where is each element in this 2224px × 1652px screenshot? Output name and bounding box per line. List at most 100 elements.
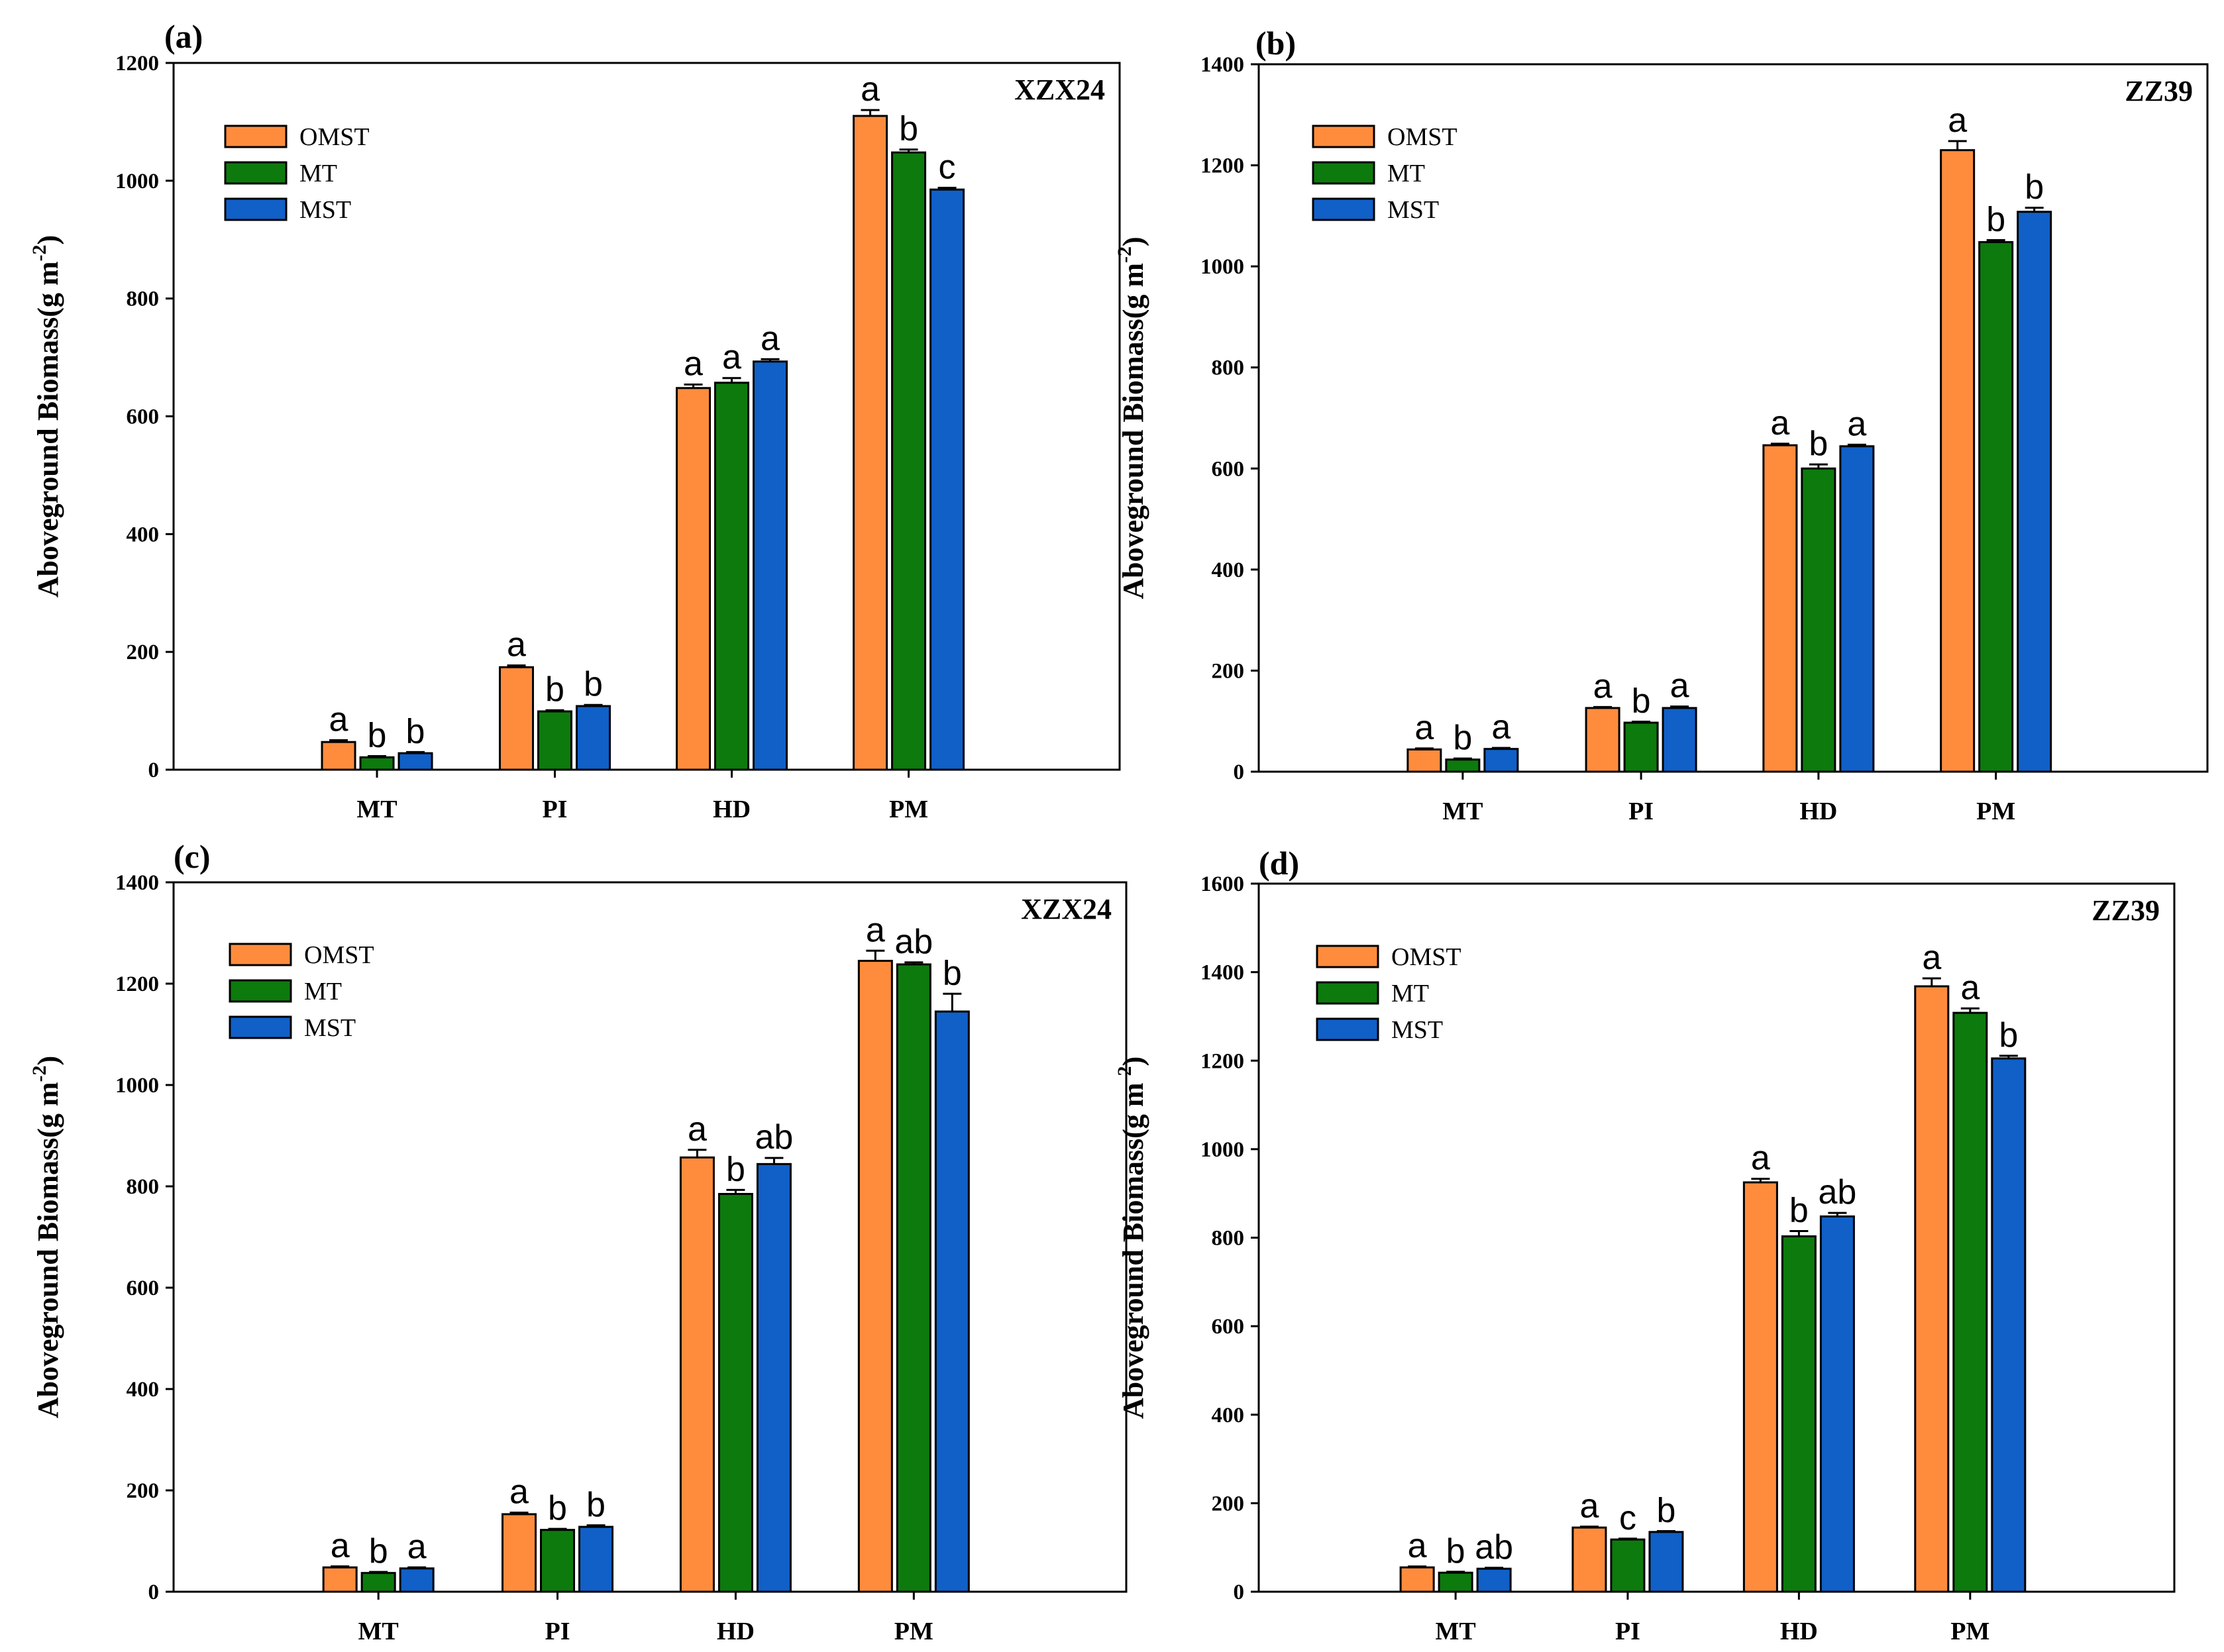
- bar-mt-hd: [717, 1192, 753, 1593]
- bar-mst-pi: [575, 705, 611, 771]
- y-tick-label: 200: [127, 641, 160, 664]
- bar-mst-mt: [1483, 748, 1519, 773]
- significance-letter: a: [407, 1527, 427, 1566]
- bar-omst-pm: [1914, 985, 1950, 1593]
- bar-omst-pi: [502, 1513, 537, 1593]
- bar-mt-pi: [540, 1529, 576, 1593]
- bar-mst-hd: [1819, 1215, 1855, 1593]
- bar-omst-mt: [322, 1566, 358, 1593]
- x-tick-label: PI: [1628, 798, 1654, 825]
- significance-letter: c: [939, 148, 956, 187]
- significance-letter: b: [1999, 1016, 2018, 1055]
- significance-letter: b: [368, 717, 387, 755]
- bar-omst-hd: [676, 387, 712, 771]
- y-axis-label-main: Aboveground Biomass(g m: [1117, 1082, 1149, 1419]
- significance-letter: b: [1453, 719, 1472, 757]
- legend-swatch-mst: [229, 1015, 292, 1039]
- bar-omst-hd: [679, 1156, 715, 1593]
- y-tick-label: 800: [127, 287, 160, 311]
- significance-letter: a: [684, 344, 703, 383]
- bar-omst-pm: [853, 115, 888, 771]
- x-tick-label: HD: [1780, 1618, 1818, 1645]
- significance-letter: b: [1446, 1532, 1465, 1571]
- bar-mt-mt: [1438, 1571, 1473, 1593]
- significance-letter: a: [722, 338, 741, 377]
- bar-mt-pm: [891, 151, 927, 771]
- y-axis-label: Aboveground Biomass(g m-2): [28, 1056, 64, 1418]
- significance-letter: ab: [894, 923, 933, 961]
- x-tick-label: MT: [1442, 798, 1483, 825]
- y-axis-label-end: ): [1117, 1057, 1149, 1066]
- y-tick-label: 200: [127, 1479, 160, 1503]
- y-axis-label-superscript: -2: [28, 1065, 50, 1082]
- legend-swatch-mt: [229, 979, 292, 1003]
- panel-c: 0 200 400 600 800 1000 1200 1400 Aboveground Bio…: [28, 838, 1128, 1645]
- legend-label-mt: MT: [1391, 980, 1429, 1007]
- significance-letter: a: [329, 701, 348, 739]
- x-tick-label: PI: [542, 796, 567, 823]
- y-tick-label: 400: [127, 1378, 160, 1402]
- y-tick-label: 200: [1212, 1492, 1245, 1516]
- x-tick-label: MT: [1436, 1618, 1476, 1645]
- significance-letter: a: [1414, 709, 1434, 747]
- bar-mst-pm: [2017, 211, 2052, 773]
- significance-letter: a: [509, 1473, 529, 1512]
- x-tick-label: PI: [1615, 1618, 1640, 1645]
- y-tick-label: 1000: [115, 1074, 159, 1098]
- significance-letter: b: [406, 712, 425, 750]
- legend-label-omst: OMST: [304, 941, 374, 969]
- bar-mt-hd: [714, 382, 750, 771]
- significance-letter: a: [1491, 708, 1510, 747]
- y-axis-label-end: ): [32, 235, 64, 245]
- bar-mt-pi: [537, 710, 572, 771]
- legend-swatch-mt: [224, 161, 288, 185]
- significance-letter: a: [1948, 101, 1967, 140]
- bar-mst-pm: [929, 188, 965, 771]
- significance-letter: ab: [1818, 1173, 1856, 1212]
- y-axis-label-superscript: -2: [1114, 246, 1136, 263]
- panel-label: (c): [174, 838, 211, 875]
- legend-label-mst: MST: [299, 196, 351, 224]
- panel-label: (a): [164, 18, 203, 55]
- y-tick-label: 1000: [115, 170, 159, 193]
- y-tick-label: 1000: [1200, 255, 1244, 279]
- y-tick-label: 800: [1212, 356, 1245, 380]
- cultivar-label: XZX24: [1021, 893, 1112, 925]
- significance-letter: a: [1847, 405, 1866, 443]
- bar-mst-pi: [578, 1525, 614, 1593]
- y-axis-label-end: ): [1117, 236, 1149, 246]
- legend-label-omst: OMST: [299, 123, 370, 151]
- y-tick-label: 600: [127, 1276, 160, 1300]
- legend-swatch-omst: [224, 125, 288, 148]
- bar-omst-pi: [1585, 707, 1620, 773]
- legend-label-mt: MT: [304, 978, 342, 1006]
- y-tick-label: 600: [127, 405, 160, 429]
- y-tick-label: 1200: [1200, 1049, 1244, 1073]
- y-tick-label: 1400: [115, 871, 159, 895]
- legend-label-omst: OMST: [1387, 123, 1457, 151]
- bar-mt-pi: [1610, 1538, 1646, 1593]
- x-tick-label: MT: [358, 1618, 399, 1645]
- bar-mst-hd: [756, 1162, 792, 1593]
- y-tick-label: 400: [1212, 558, 1245, 582]
- y-tick-label: 0: [148, 1580, 160, 1604]
- legend-swatch-mt: [1316, 981, 1379, 1005]
- y-tick-label: 1200: [115, 52, 159, 76]
- legend-swatch-mst: [1312, 197, 1375, 221]
- significance-letter: b: [1809, 425, 1828, 463]
- bar-mst-mt: [397, 752, 433, 771]
- x-tick-label: HD: [1799, 798, 1837, 825]
- bar-mst-pm: [1991, 1057, 2027, 1593]
- panel-d: 0 200 400 600 800 1000 1200 1400 1600 Aboveground…: [1114, 845, 2176, 1645]
- y-tick-label: 1400: [1200, 53, 1244, 77]
- y-axis-label-main: Aboveground Biomass(g m: [32, 261, 64, 597]
- legend-swatch-mst: [224, 197, 288, 221]
- bar-mt-pm: [1952, 1011, 1988, 1593]
- significance-letter: a: [861, 70, 880, 109]
- bar-mst-hd: [1839, 445, 1875, 773]
- significance-letter: a: [1593, 667, 1613, 705]
- significance-letter: a: [1408, 1527, 1427, 1565]
- legend-label-mst: MST: [304, 1014, 356, 1042]
- x-tick-label: PM: [894, 1618, 933, 1645]
- legend-label-mst: MST: [1391, 1016, 1443, 1044]
